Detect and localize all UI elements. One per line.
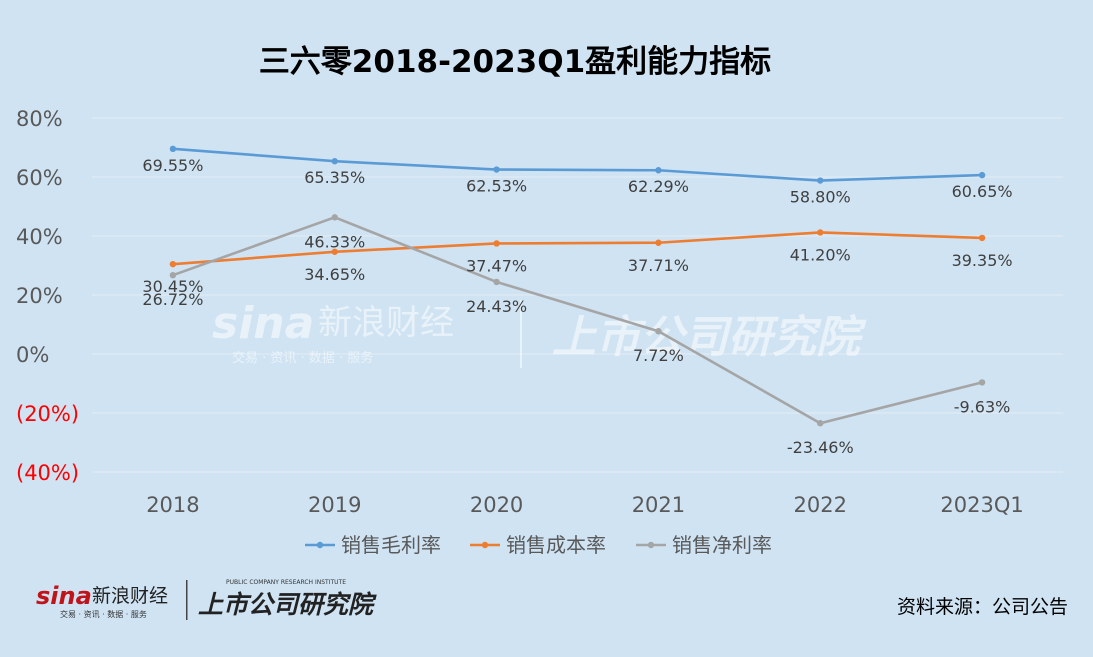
data-label: 24.43%	[466, 297, 527, 316]
y-axis-tick-labels: 80% 60% 40% 20% 0% (20%) (40%)	[16, 107, 79, 485]
data-point	[978, 234, 986, 242]
data-label: 41.20%	[790, 245, 851, 264]
watermark-sina-cn: 新浪财经	[318, 303, 454, 343]
legend-label: 销售毛利率	[341, 533, 441, 557]
series-points	[169, 145, 986, 427]
x-tick-label: 2023Q1	[940, 493, 1023, 517]
y-tick-label: 60%	[16, 166, 63, 190]
data-point	[655, 239, 662, 246]
series-line	[172, 231, 983, 266]
data-label: 69.55%	[142, 156, 203, 175]
watermark-divider	[520, 300, 522, 368]
data-label: -9.63%	[954, 397, 1011, 416]
data-point	[655, 167, 662, 174]
data-label: 62.53%	[466, 177, 527, 196]
data-label: 62.29%	[628, 177, 689, 196]
data-label: 39.35%	[952, 251, 1013, 270]
data-label: 46.33%	[304, 232, 365, 251]
data-label: 58.80%	[790, 188, 851, 207]
data-point	[655, 328, 662, 335]
source-note: 资料来源：公司公告	[897, 596, 1068, 618]
data-label: 26.72%	[142, 290, 203, 309]
legend-label: 销售成本率	[506, 533, 606, 557]
x-tick-label: 2019	[308, 493, 361, 517]
x-axis-tick-labels: 2018 2019 2020 2021 2022 2023Q1	[146, 493, 1024, 517]
y-tick-label: 20%	[16, 284, 63, 308]
legend-label: 销售净利率	[672, 533, 772, 557]
footer-sina-logo: sina	[36, 582, 92, 610]
footer-brand: sina 新浪财经 交易 · 资讯 · 数据 · 服务 PUBLIC COMPA…	[36, 579, 377, 620]
x-tick-label: 2021	[632, 493, 685, 517]
data-labels: 69.55% 65.35% 62.53% 62.29% 58.80% 60.65% 30.4…	[142, 156, 1012, 457]
legend-marker	[316, 541, 324, 549]
data-point	[331, 158, 338, 165]
footer-institute: 上市公司研究院	[198, 590, 377, 619]
footer-sina-cn: 新浪财经	[92, 585, 168, 607]
data-label: 60.65%	[952, 182, 1013, 201]
watermark-sina-logo: sina	[212, 298, 314, 349]
data-point	[817, 177, 824, 184]
footer-sina-sub: 交易 · 资讯 · 数据 · 服务	[60, 609, 147, 619]
chart-title: 三六零2018-2023Q1盈利能力指标	[259, 44, 771, 80]
y-tick-label: (20%)	[16, 402, 79, 426]
data-point	[817, 229, 824, 236]
series-line	[172, 147, 983, 182]
data-point	[493, 166, 500, 173]
x-tick-label: 2018	[146, 493, 199, 517]
x-tick-label: 2022	[794, 493, 847, 517]
data-point	[493, 278, 500, 286]
data-label: -23.46%	[787, 438, 854, 457]
series-lines	[172, 147, 983, 425]
y-tick-label: (40%)	[16, 461, 79, 485]
data-label: 34.65%	[304, 265, 365, 284]
footer-divider	[186, 580, 188, 620]
footer-institute-en: PUBLIC COMPANY RESEARCH INSTITUTE	[226, 579, 346, 586]
data-point	[331, 214, 338, 221]
legend: 销售毛利率 销售成本率 销售净利率	[305, 533, 772, 557]
watermark-sina-sub: 交易 · 资讯 · 数据 · 服务	[232, 350, 373, 366]
legend-marker	[647, 541, 655, 549]
data-point	[169, 145, 177, 153]
series-line	[172, 216, 983, 425]
y-tick-label: 0%	[16, 343, 49, 367]
data-label: 65.35%	[304, 168, 365, 187]
data-point	[978, 171, 986, 179]
data-label: 7.72%	[633, 346, 684, 365]
data-label: 37.71%	[628, 256, 689, 275]
y-tick-label: 40%	[16, 225, 63, 249]
gridlines	[92, 117, 1063, 473]
data-point	[978, 379, 986, 386]
y-tick-label: 80%	[16, 107, 63, 131]
data-point	[169, 260, 177, 268]
data-point	[331, 248, 338, 255]
data-label: 30.45%	[142, 277, 203, 296]
x-tick-label: 2020	[470, 493, 523, 517]
data-point	[493, 240, 500, 247]
data-label: 37.47%	[466, 256, 527, 275]
data-point	[169, 271, 177, 279]
watermark-institute: 上市公司研究院	[552, 312, 867, 363]
data-point	[817, 420, 824, 427]
legend-marker	[481, 541, 489, 549]
watermark: sina 新浪财经 交易 · 资讯 · 数据 · 服务 上市公司研究院	[212, 298, 867, 368]
